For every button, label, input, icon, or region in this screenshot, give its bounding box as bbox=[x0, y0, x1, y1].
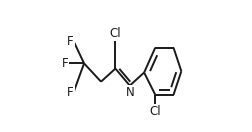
Text: Cl: Cl bbox=[149, 105, 161, 118]
Text: Cl: Cl bbox=[109, 27, 121, 40]
Text: F: F bbox=[67, 35, 73, 48]
Text: F: F bbox=[67, 86, 73, 99]
Text: F: F bbox=[61, 57, 68, 70]
Text: N: N bbox=[125, 86, 134, 99]
